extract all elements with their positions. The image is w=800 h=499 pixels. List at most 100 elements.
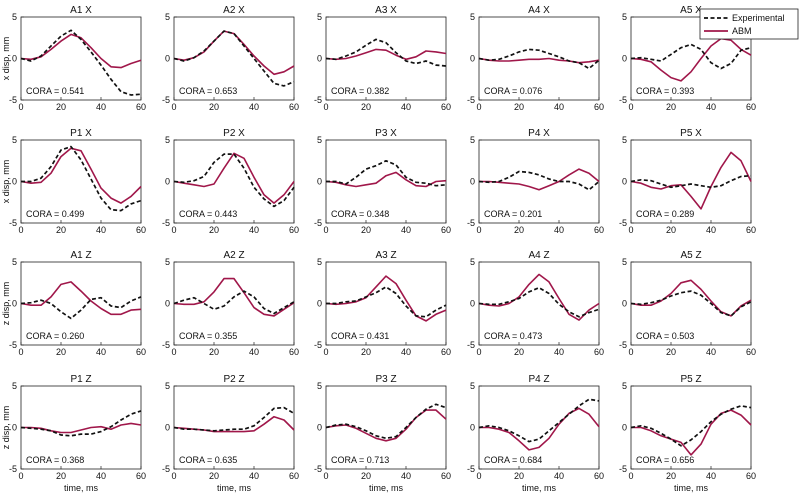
y-axis-label: z disp, mm: [1, 282, 11, 326]
x-tick-label: 40: [96, 225, 106, 235]
x-tick-label: 0: [18, 225, 23, 235]
y-axis-label: z disp, mm: [1, 406, 11, 450]
y-tick-label: 0: [12, 177, 17, 187]
x-tick-label: 60: [289, 471, 299, 481]
x-tick-label: 20: [666, 347, 676, 357]
x-tick-label: 20: [666, 102, 676, 112]
legend-box: [699, 8, 799, 40]
x-tick-label: 0: [323, 225, 328, 235]
panel-title: P1 X: [70, 128, 92, 139]
x-tick-label: 60: [746, 102, 756, 112]
cora-annotation: CORA = 0.382: [331, 86, 389, 96]
y-tick-label: -5: [162, 95, 170, 105]
y-tick-label: 5: [470, 12, 475, 22]
abm-series-line: [173, 152, 295, 204]
y-tick-label: -5: [619, 95, 627, 105]
panel-title: P5 X: [680, 128, 702, 139]
y-tick-label: 5: [12, 381, 17, 391]
abm-series-line: [630, 151, 752, 210]
x-tick-label: 40: [249, 347, 259, 357]
y-tick-label: -5: [314, 95, 322, 105]
x-tick-label: 0: [628, 347, 633, 357]
x-tick-label: 40: [401, 471, 411, 481]
x-tick-label: 0: [18, 347, 23, 357]
x-tick-label: 60: [594, 347, 604, 357]
cora-annotation: CORA = 0.635: [179, 455, 237, 465]
y-tick-label: -5: [162, 218, 170, 228]
x-tick-label: 40: [96, 347, 106, 357]
experimental-series-line: [20, 410, 142, 437]
x-tick-label: 60: [441, 347, 451, 357]
experimental-series-line: [326, 159, 447, 187]
x-tick-label: 60: [441, 102, 451, 112]
y-tick-label: 0: [622, 177, 627, 187]
x-axis-label: time, ms: [217, 483, 252, 493]
y-tick-label: 5: [12, 257, 17, 267]
y-tick-label: 0: [165, 54, 170, 64]
x-tick-label: 20: [56, 102, 66, 112]
x-tick-label: 20: [361, 471, 371, 481]
x-tick-label: 20: [56, 225, 66, 235]
x-tick-label: 20: [514, 471, 524, 481]
x-tick-label: 40: [96, 471, 106, 481]
x-tick-label: 20: [209, 347, 219, 357]
y-tick-label: -5: [9, 95, 17, 105]
y-tick-label: 0: [12, 423, 17, 433]
y-tick-label: 5: [622, 12, 627, 22]
y-tick-label: 5: [165, 12, 170, 22]
x-tick-label: 20: [514, 347, 524, 357]
y-tick-label: 5: [470, 381, 475, 391]
panel-title: P2 Z: [223, 374, 244, 385]
x-tick-label: 60: [136, 471, 146, 481]
x-tick-label: 20: [209, 225, 219, 235]
panel-title: P4 X: [528, 128, 550, 139]
abm-series-line: [479, 407, 600, 451]
y-tick-label: -5: [467, 464, 475, 474]
x-tick-label: 60: [594, 471, 604, 481]
x-tick-label: 20: [514, 102, 524, 112]
x-tick-label: 40: [706, 102, 716, 112]
y-tick-label: -5: [467, 340, 475, 350]
y-tick-label: 0: [470, 299, 475, 309]
experimental-series-line: [630, 290, 752, 317]
cora-annotation: CORA = 0.393: [636, 86, 694, 96]
abm-series-line: [20, 281, 142, 316]
y-tick-label: 0: [622, 54, 627, 64]
y-tick-label: -5: [467, 95, 475, 105]
y-tick-label: -5: [162, 464, 170, 474]
y-tick-label: 5: [165, 381, 170, 391]
x-tick-label: 60: [289, 347, 299, 357]
y-tick-label: 0: [165, 299, 170, 309]
x-tick-label: 20: [361, 102, 371, 112]
y-tick-label: 5: [622, 381, 627, 391]
y-tick-label: 5: [317, 12, 322, 22]
x-tick-label: 40: [249, 102, 259, 112]
cora-annotation: CORA = 0.541: [26, 86, 84, 96]
experimental-series-line: [325, 403, 447, 440]
abm-series-line: [325, 275, 447, 322]
x-axis-label: time, ms: [64, 483, 99, 493]
y-tick-label: 5: [165, 135, 170, 145]
y-tick-label: 0: [317, 54, 322, 64]
panel-title: A5 Z: [680, 250, 701, 261]
x-tick-label: 20: [56, 347, 66, 357]
y-tick-label: 5: [622, 257, 627, 267]
x-tick-label: 0: [18, 471, 23, 481]
abm-series-line: [630, 279, 752, 317]
cora-annotation: CORA = 0.355: [179, 331, 237, 341]
x-tick-label: 0: [628, 102, 633, 112]
experimental-series-line: [21, 145, 142, 212]
cora-annotation: CORA = 0.503: [636, 331, 694, 341]
y-tick-label: 5: [12, 135, 17, 145]
x-tick-label: 0: [171, 471, 176, 481]
x-tick-label: 40: [554, 471, 564, 481]
